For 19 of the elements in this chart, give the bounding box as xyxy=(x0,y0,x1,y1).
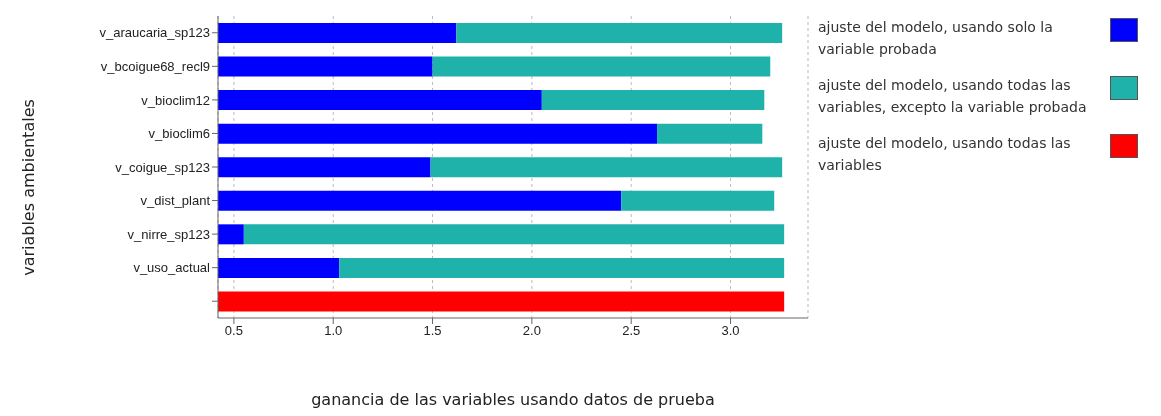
legend-label: ajuste del modelo, usando todas las variables, excepto la variable probada xyxy=(818,76,1088,117)
x-tick-label: 2.5 xyxy=(622,323,641,339)
text: ajuste del modelo, usando solo la variable probada xyxy=(818,18,1054,59)
x-axis-title: ganancia de las variables usando datos de prueba xyxy=(310,390,716,409)
x-tick-label: 2.0 xyxy=(522,323,541,339)
x-tick-label: 3.0 xyxy=(721,323,740,339)
y-tick-label: v_uso_actual xyxy=(133,260,211,276)
y-tick-label: v_dist_plant xyxy=(140,193,211,209)
y-tick-label: v_bioclim12 xyxy=(141,92,210,108)
y-tick-label: v_coigue_sp123 xyxy=(115,159,210,175)
text: ajuste del modelo, usando todas las variables xyxy=(818,134,1072,175)
y-tick-label: v_bioclim6 xyxy=(148,126,210,142)
x-tick-label: 1.5 xyxy=(423,323,442,339)
y-tick-label: v_araucaria_sp123 xyxy=(99,25,210,41)
x-tick-label: 0.5 xyxy=(224,323,243,339)
y-tick-label: v_bcoigue68_recl9 xyxy=(100,58,210,74)
y-tick-label: v_nirre_sp123 xyxy=(127,226,210,242)
x-tick-label: 1.0 xyxy=(324,323,343,339)
y-axis-title: variables ambientales xyxy=(18,98,38,278)
